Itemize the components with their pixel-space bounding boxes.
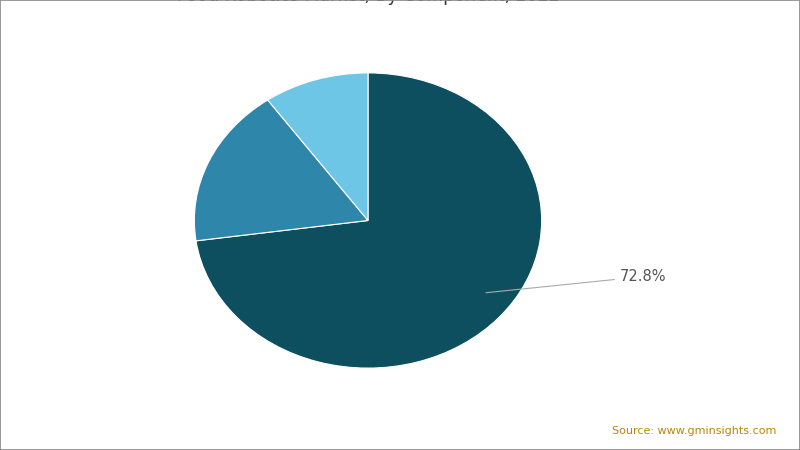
Title: Food Robotics Market, By Component, 2022: Food Robotics Market, By Component, 2022 — [177, 0, 559, 5]
Wedge shape — [194, 100, 368, 241]
Text: 72.8%: 72.8% — [486, 269, 666, 292]
Wedge shape — [268, 73, 368, 220]
Wedge shape — [196, 73, 542, 368]
Text: Source: www.gminsights.com: Source: www.gminsights.com — [612, 427, 776, 436]
